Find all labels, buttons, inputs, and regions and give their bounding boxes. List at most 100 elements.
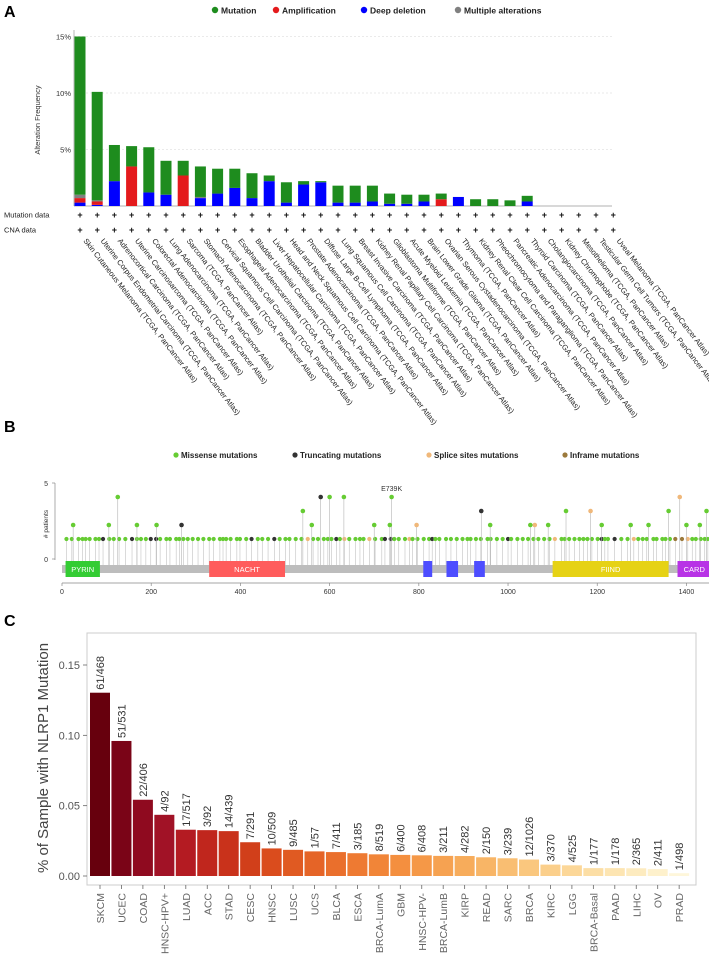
protein-domain-3 xyxy=(446,561,459,577)
lollipop-head xyxy=(509,536,514,542)
aa-tick-label: 400 xyxy=(235,589,247,596)
nlrp1-mutation-chart: % of Sample with NLRP1 Mutation 0.00 0.05… xyxy=(35,632,697,954)
lollipop-head xyxy=(357,536,363,542)
lollipop-head xyxy=(237,536,243,542)
lollipop-head xyxy=(367,536,372,542)
lollipop-head xyxy=(164,536,169,542)
nlrp1-bar xyxy=(583,868,604,876)
patients-tick-max: 5 xyxy=(44,481,48,488)
lollipop-head xyxy=(437,536,442,542)
cancer-study-labels: Skin Cutaneous Melanoma (TCGA, PanCancer… xyxy=(81,237,709,427)
bar-segment-mutation xyxy=(366,185,378,202)
lollipop-head xyxy=(123,536,128,542)
bar-segment-deep-deletion xyxy=(160,194,172,206)
row-mark: + xyxy=(284,225,289,235)
row-mark: + xyxy=(301,225,306,235)
lollipop-head xyxy=(563,508,569,514)
row-mark: + xyxy=(387,225,392,235)
nlrp1-bar-label: 51/531 xyxy=(116,704,128,738)
lollipop-head xyxy=(414,522,419,528)
lollipop-head xyxy=(559,536,564,542)
tumor-type-label: ESCA xyxy=(352,893,364,922)
row-mark: + xyxy=(215,225,220,235)
lollipop-head xyxy=(64,536,69,542)
lollipop-head xyxy=(542,536,547,542)
nlrp1-bar xyxy=(647,869,668,876)
bar-segment-deep-deletion xyxy=(418,201,430,206)
legend-dot-1 xyxy=(272,6,280,14)
lollipop-head xyxy=(536,536,541,542)
patients-axis: 50 xyxy=(44,481,56,564)
tumor-type-label: SARC xyxy=(503,893,515,923)
nlrp1-bar xyxy=(626,868,647,876)
lollipop-head xyxy=(660,536,665,542)
nlrp1-bar xyxy=(283,849,304,876)
lollipop-head xyxy=(485,536,490,542)
bar-segment-mutation xyxy=(126,146,138,167)
row-mark: + xyxy=(353,210,358,220)
lollipop-head xyxy=(207,536,212,542)
row-mark: + xyxy=(525,210,530,220)
nlrp1-bar-label: 4/282 xyxy=(460,825,472,853)
row-mark: + xyxy=(146,210,151,220)
row-mark: + xyxy=(559,225,564,235)
mutation-legend-label-0: Missense mutations xyxy=(181,451,258,460)
nlrp1-bar xyxy=(476,857,497,876)
bar-segment-mutation xyxy=(143,147,155,193)
lollipop-head xyxy=(465,536,470,542)
bar-segment-mutation xyxy=(315,181,327,183)
row-mark: + xyxy=(456,225,461,235)
lollipop-head xyxy=(410,536,415,542)
bar-segment-mutation xyxy=(418,194,430,202)
nlrp1-bar-label: 7/411 xyxy=(331,822,343,849)
patients-axis-label: # patients xyxy=(43,509,50,538)
nlrp1-bar xyxy=(368,854,389,876)
mutation-legend-label-3: Inframe mutations xyxy=(570,451,640,460)
lollipop-head xyxy=(329,536,334,542)
bar-segment-amplification xyxy=(435,199,447,206)
mutation-legend-label-2: Splice sites mutations xyxy=(434,451,519,460)
row-mark: + xyxy=(421,210,426,220)
legend-label-1: Amplification xyxy=(282,6,336,16)
nlrp1-bar xyxy=(132,799,153,876)
tumor-type-label: LGG xyxy=(567,893,579,915)
nlrp1-bar-label: 2/365 xyxy=(631,838,643,866)
lollipop-head xyxy=(494,536,499,542)
protein-domain-6 xyxy=(677,561,709,577)
lollipop-head xyxy=(309,522,315,528)
mutation-legend-dot-0 xyxy=(173,452,179,458)
bar-segment-mutation xyxy=(487,199,499,206)
tumor-type-label: LUAD xyxy=(181,893,193,921)
row-mark: + xyxy=(576,225,581,235)
row-mark: + xyxy=(129,225,134,235)
lollipop-head xyxy=(602,536,607,542)
bar-segment-mutation xyxy=(349,185,361,203)
lollipop-head xyxy=(201,536,206,542)
nlrp1-bar-label: 3/185 xyxy=(352,823,364,851)
c-tick-label: 0.10 xyxy=(59,730,80,742)
lollipop-head xyxy=(347,536,352,542)
row-mark: + xyxy=(163,210,168,220)
lollipop-head xyxy=(426,536,432,542)
lollipop-head xyxy=(520,536,525,542)
lollipop-head xyxy=(430,536,435,542)
nlrp1-bar-label: 61/468 xyxy=(95,656,107,690)
nlrp1-bar xyxy=(454,856,475,876)
mutation-legend-dot-2 xyxy=(426,452,432,458)
lollipop-head xyxy=(646,522,651,528)
lollipop-head xyxy=(392,536,397,542)
row-mark: + xyxy=(542,225,547,235)
nlrp1-bar-label: 3/92 xyxy=(202,806,214,827)
lollipop-head xyxy=(640,536,645,542)
lollipop-head xyxy=(407,536,412,542)
aa-tick-label: 1400 xyxy=(679,589,695,596)
lollipop-head xyxy=(487,522,493,528)
bar-segment-deep-deletion xyxy=(229,187,241,206)
lollipop-head xyxy=(677,494,683,500)
nlrp1-y-axis: 0.00 0.05 0.10 0.15 xyxy=(59,660,87,883)
row-mark: + xyxy=(232,210,237,220)
nlrp1-bar-label: 4/525 xyxy=(567,835,579,863)
tumor-type-label: BLCA xyxy=(331,893,343,920)
lollipop-head xyxy=(666,508,671,514)
lollipop-head xyxy=(154,536,159,542)
